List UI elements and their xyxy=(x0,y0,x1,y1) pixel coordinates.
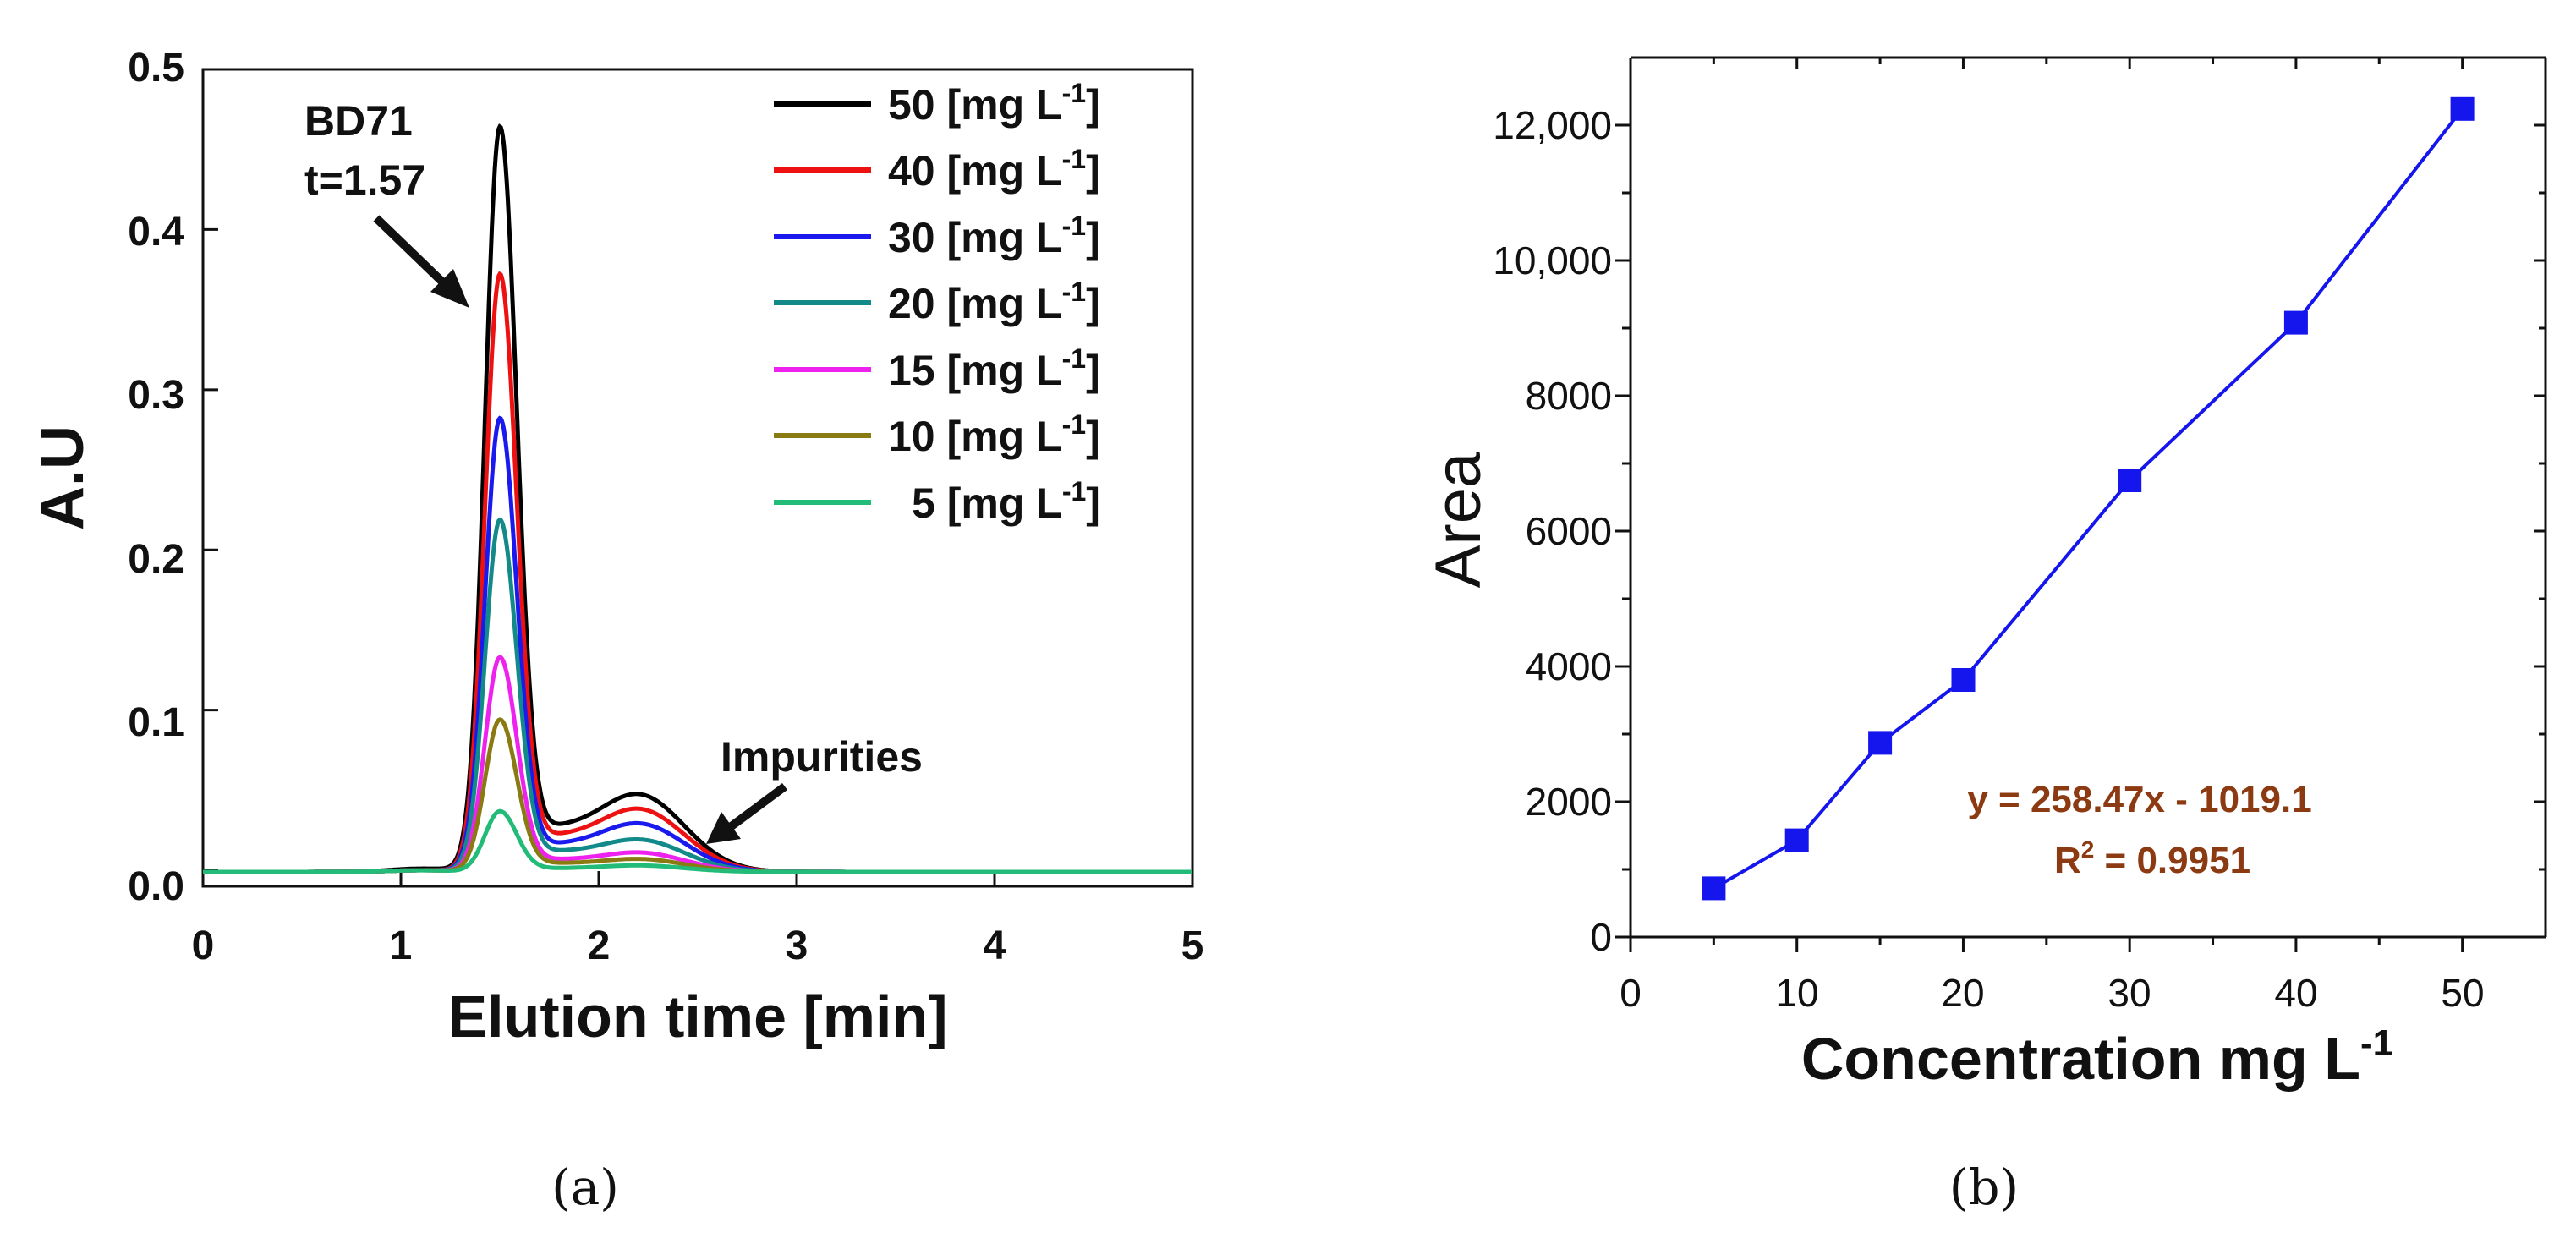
a-ytick-3: 0.3 xyxy=(128,373,184,418)
b-xtick-2: 20 xyxy=(1941,971,1984,1015)
legend-item-40: 40 [mg L-1] xyxy=(774,144,1100,195)
b-point-40 xyxy=(2283,310,2308,335)
panel-a-caption: (a) xyxy=(551,1159,619,1216)
b-ytick-3: 6000 xyxy=(1526,509,1612,553)
a-xlabel: Elution time [min] xyxy=(447,984,947,1049)
b-point-5 xyxy=(1702,876,1726,901)
b-ytick-6: 12,000 xyxy=(1493,103,1612,147)
b-xlabel: Concentration mg L-1 xyxy=(1801,1022,2393,1092)
legend-item-30: 30 [mg L-1] xyxy=(774,211,1100,261)
b-ytick-1: 2000 xyxy=(1526,780,1612,824)
legend-label-30: 30 [mg L-1] xyxy=(888,211,1100,261)
legend-label-40: 40 [mg L-1] xyxy=(888,144,1100,195)
chart-a-curves xyxy=(203,123,1192,874)
a-series-20 xyxy=(203,517,1192,874)
chart-b: 0 2000 4000 6000 8000 10,000 12,000 0 10… xyxy=(1422,56,2547,1216)
legend-item-15: 15 [mg L-1] xyxy=(774,343,1100,394)
a-impurities-label: Impurities xyxy=(721,733,923,781)
a-peak-name: BD71 xyxy=(304,97,413,145)
a-xtick-2: 2 xyxy=(588,923,611,968)
a-peak-arrow xyxy=(373,215,469,308)
b-point-50 xyxy=(2450,96,2475,121)
chart-a: 0.0 0.1 0.2 0.3 0.4 0.5 0 1 2 3 4 5 Elut… xyxy=(29,46,1203,1216)
a-xtick-3: 3 xyxy=(786,923,808,968)
legend-item-20: 20 [mg L-1] xyxy=(774,277,1100,327)
b-xtick-1: 10 xyxy=(1775,971,1818,1015)
b-xtick-4: 40 xyxy=(2274,971,2317,1015)
b-point-15 xyxy=(1868,731,1893,755)
b-r-squared: R2 = 0.9951 xyxy=(2054,836,2250,881)
b-xtick-0: 0 xyxy=(1620,971,1642,1015)
b-ytick-4: 8000 xyxy=(1526,374,1612,418)
b-ylabel: Area xyxy=(1422,452,1494,588)
a-xtick-4: 4 xyxy=(984,923,1006,968)
a-ytick-5: 0.5 xyxy=(128,46,184,90)
chart-a-frame xyxy=(201,68,1194,888)
a-ytick-2: 0.2 xyxy=(128,537,184,582)
a-ytick-0: 0.0 xyxy=(128,864,184,909)
legend-label-5: 5 [mg L-1] xyxy=(912,476,1100,527)
b-point-20 xyxy=(1951,668,1976,692)
legend-item-5: 5 [mg L-1] xyxy=(774,476,1100,527)
panel-b-caption: (b) xyxy=(1949,1159,2019,1216)
b-ytick-5: 10,000 xyxy=(1493,238,1612,282)
b-point-10 xyxy=(1784,828,1809,852)
b-ytick-0: 0 xyxy=(1590,915,1612,959)
b-xtick-5: 50 xyxy=(2441,971,2484,1015)
a-xtick-1: 1 xyxy=(390,923,413,968)
b-point-30 xyxy=(2118,469,2142,492)
a-ylabel: A.U xyxy=(29,425,96,530)
b-xtick-3: 30 xyxy=(2107,971,2151,1015)
legend-label-20: 20 [mg L-1] xyxy=(888,277,1100,327)
legend-label-15: 15 [mg L-1] xyxy=(888,343,1100,394)
a-ytick-4: 0.4 xyxy=(128,210,184,255)
b-ytick-2: 4000 xyxy=(1526,644,1612,688)
a-peak-time: t=1.57 xyxy=(304,156,425,204)
a-ytick-1: 0.1 xyxy=(128,700,184,745)
a-xtick-5: 5 xyxy=(1181,923,1204,968)
legend-label-50: 50 [mg L-1] xyxy=(888,78,1100,129)
a-legend: 50 [mg L-1] 40 [mg L-1] 30 [mg L-1] 20 [… xyxy=(774,78,1100,527)
a-series-5 xyxy=(203,808,1192,874)
b-series-points xyxy=(1702,96,2475,901)
a-xtick-0: 0 xyxy=(192,923,215,968)
a-impurities-arrow xyxy=(706,782,787,844)
b-equation: y = 258.47x - 1019.1 xyxy=(1967,779,2311,820)
b-series-line xyxy=(1713,107,2464,891)
legend-label-10: 10 [mg L-1] xyxy=(888,409,1100,460)
legend-item-10: 10 [mg L-1] xyxy=(774,409,1100,460)
legend-item-50: 50 [mg L-1] xyxy=(774,78,1100,129)
